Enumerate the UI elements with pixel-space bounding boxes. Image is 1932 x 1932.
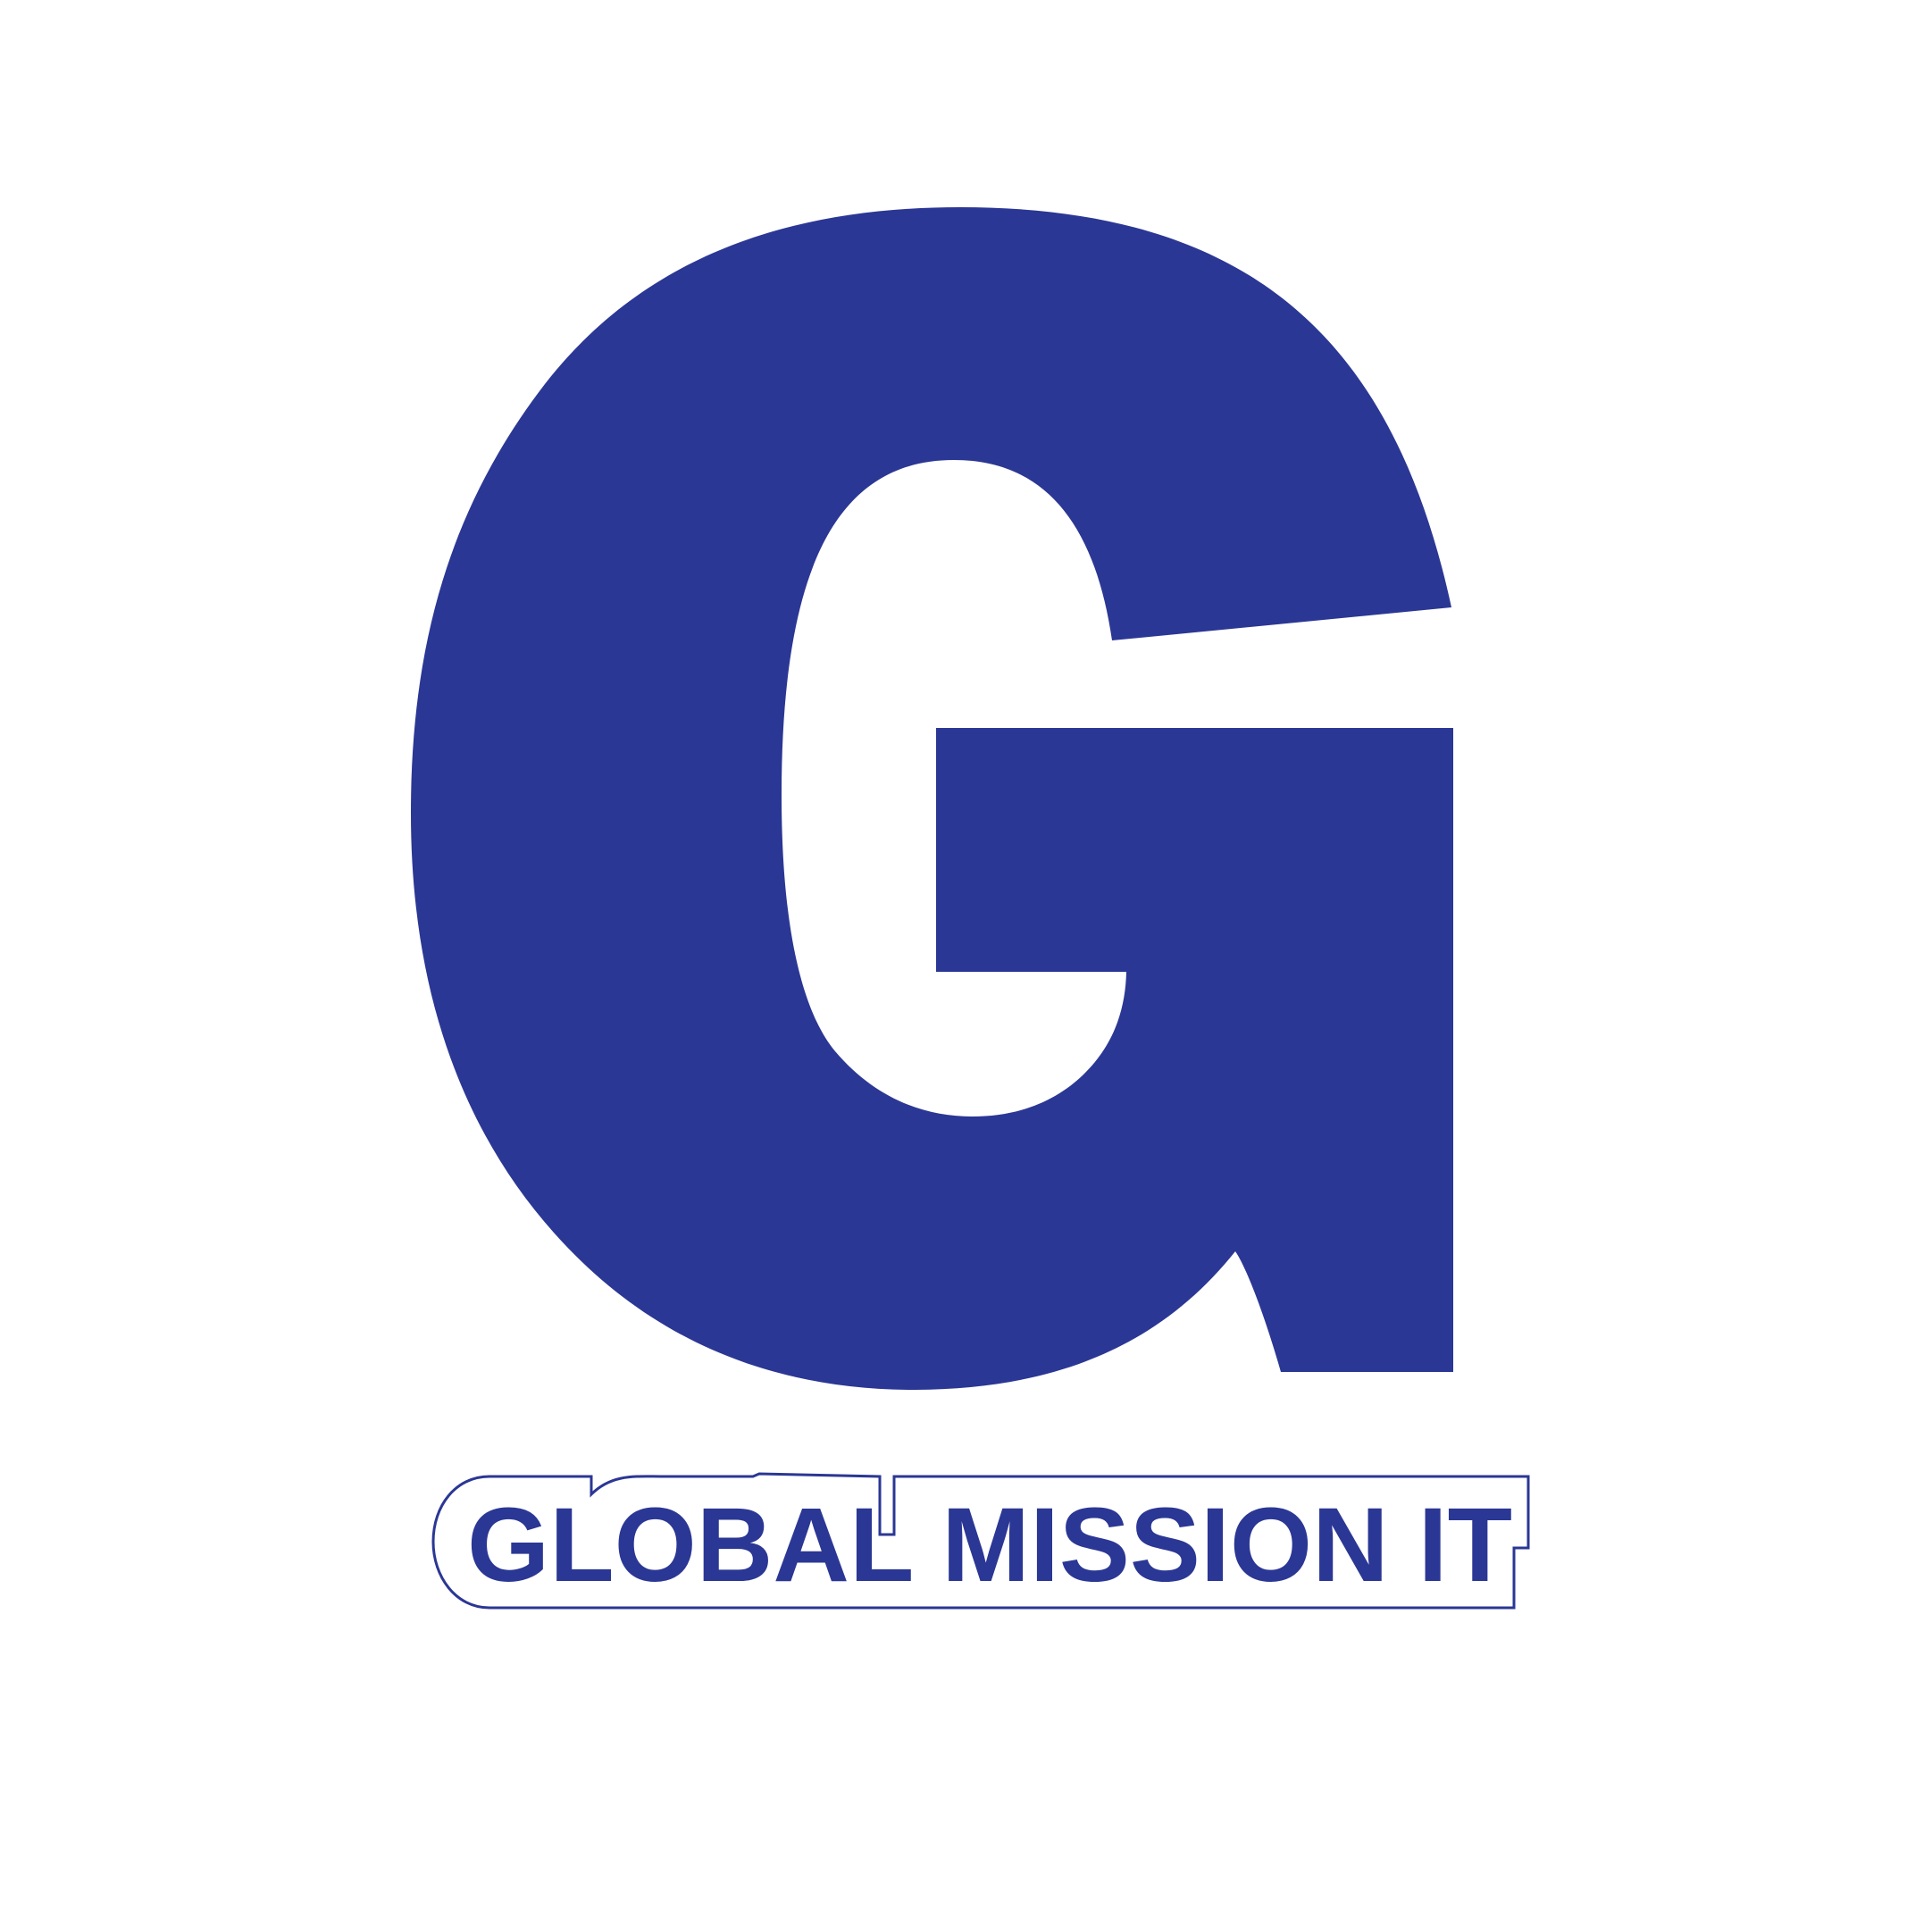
wordmark-badge-outline — [431, 1472, 1530, 1610]
wordmark-text: GLOBAL MISSION IT — [467, 1486, 1512, 1604]
g-monogram-mark — [411, 207, 1453, 1390]
